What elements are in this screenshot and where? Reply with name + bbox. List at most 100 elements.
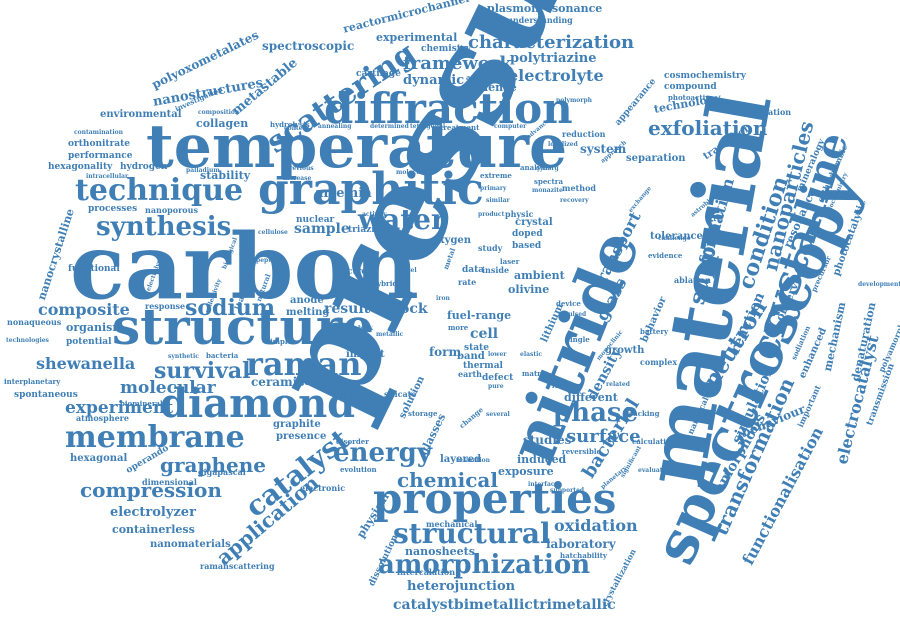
word-electronic: electronic	[300, 483, 346, 493]
word-device: device	[556, 299, 581, 308]
word-laboratory: laboratory	[546, 537, 616, 551]
word-mechanical: mechanical	[426, 519, 478, 529]
word-stability: stability	[200, 169, 251, 182]
word-cosmochemistry: cosmochemistry	[664, 71, 746, 81]
word-synthetic: synthetic	[168, 353, 199, 360]
word-nonaqueous: nonaqueous	[7, 317, 62, 327]
word-ramanscattering: ramanscattering	[200, 561, 275, 571]
word-electrolyte: electrolyte	[508, 66, 604, 85]
word-disorder: disorder	[336, 437, 369, 446]
word-separation: separation	[626, 153, 686, 164]
word-hatchability: hatchability	[560, 551, 607, 560]
word-study: study	[478, 243, 503, 253]
word-survival: survival	[154, 358, 251, 384]
word-induced: induced	[517, 453, 567, 466]
word-processes: processes	[88, 204, 138, 214]
word-crystal: crystal	[515, 217, 553, 228]
word-cellulose: cellulose	[258, 229, 288, 236]
word-system: system	[580, 142, 627, 156]
word-simple: simple	[266, 337, 293, 346]
word-reversible: reversible	[562, 447, 601, 456]
word-electron: electron	[332, 267, 374, 277]
word-physic: physic	[505, 209, 534, 219]
word-thermal: thermal	[463, 361, 503, 371]
word-bulk: bulk	[358, 325, 373, 332]
word-understanding: understanding	[507, 15, 573, 25]
word-battery: battery	[640, 327, 669, 336]
word-potential: potential	[66, 337, 112, 347]
word-sample: sample	[294, 221, 350, 237]
word-hydrogen: hydrogen	[120, 162, 168, 172]
word-performance: performance	[68, 151, 133, 161]
word-synthesis: synthesis	[96, 212, 232, 242]
word-hexagonal: hexagonal	[70, 453, 128, 464]
word-raman: raman	[246, 345, 362, 383]
word-cell: cell	[470, 326, 499, 342]
word-calculation: calculation	[632, 437, 676, 446]
word-characterization: characterization	[468, 32, 635, 53]
word-adaptation: adaptation	[466, 73, 509, 82]
word-intercalation: intercalation	[397, 567, 456, 577]
word-lower: lower	[488, 351, 507, 358]
word-annealing: annealing	[318, 123, 352, 130]
word-based: based	[512, 241, 542, 251]
word-biominerals: biominerals	[120, 399, 167, 408]
word-response: response	[145, 301, 186, 311]
word-structural: structural	[393, 517, 551, 550]
word-evaluation: evaluation	[638, 467, 674, 474]
word-more: more	[448, 323, 469, 332]
word-growth: growth	[605, 345, 645, 356]
word-method: method	[562, 183, 596, 193]
word-content: content	[284, 125, 310, 132]
word-rate: rate	[458, 277, 477, 287]
word-nanoporous: nanoporous	[145, 205, 198, 215]
word-state: state	[464, 343, 489, 353]
word-compression: compression	[80, 478, 222, 502]
word-earth: earth	[458, 369, 482, 379]
word-photoactive: photoactive	[668, 93, 714, 102]
word-relaxation: relaxation	[456, 457, 491, 464]
word-treatment: treatment	[440, 123, 480, 132]
word-glasses: glasses	[417, 411, 449, 458]
word-rich: rich	[552, 383, 566, 390]
word-polytriazine: polytriazine	[510, 51, 597, 66]
word-analysis: analysis	[520, 163, 552, 172]
word-change: change	[457, 405, 485, 431]
word-evolution: evolution	[340, 465, 377, 474]
word-different: different	[564, 391, 618, 404]
word-primary: primary	[480, 185, 507, 192]
word-extreme: extreme	[480, 171, 512, 180]
word-graphene: graphene	[160, 453, 266, 477]
word-supported: supported	[550, 487, 585, 494]
word-graphitic: graphitic	[258, 164, 484, 215]
word-oxygen: oxygen	[432, 235, 472, 246]
word-hydrolysis: hydrolysis	[270, 120, 310, 129]
word-experimental: experimental	[376, 31, 458, 44]
word-form: form	[429, 345, 462, 359]
word-previous: previous	[285, 165, 314, 172]
word-gigapascal: gigapascal	[198, 467, 246, 477]
word-atmosphere: atmosphere	[76, 413, 129, 423]
word-molecule: molecule	[396, 169, 427, 176]
word-properties: properties	[373, 474, 617, 523]
word-amorphization: amorphization	[378, 550, 591, 580]
word-studies: studies	[523, 433, 572, 447]
word-dimensional: dimensional	[142, 477, 197, 487]
word-organism: organism	[66, 321, 124, 334]
word-determined: determined	[370, 123, 409, 130]
word-anode: anode	[290, 295, 324, 306]
word-contamination: contamination	[74, 129, 123, 136]
word-exfoliation: exfoliation	[648, 116, 768, 140]
word-catalystbimetallictrimetallic: catalystbimetallictrimetallic	[393, 597, 616, 613]
word-palladium: palladium	[186, 167, 220, 174]
word-iron: iron	[436, 295, 450, 302]
word-intracellular: intracellular	[86, 173, 129, 180]
word-ceramic: ceramic	[251, 375, 305, 389]
word-increase: increase	[283, 175, 312, 182]
word-functional: functional	[68, 264, 120, 274]
word-science: science	[471, 81, 517, 94]
word-product: product	[478, 211, 505, 218]
word-exchange: exchange	[627, 185, 653, 214]
word-interface: interface	[528, 481, 559, 488]
word-triazine: triazine	[348, 225, 387, 235]
